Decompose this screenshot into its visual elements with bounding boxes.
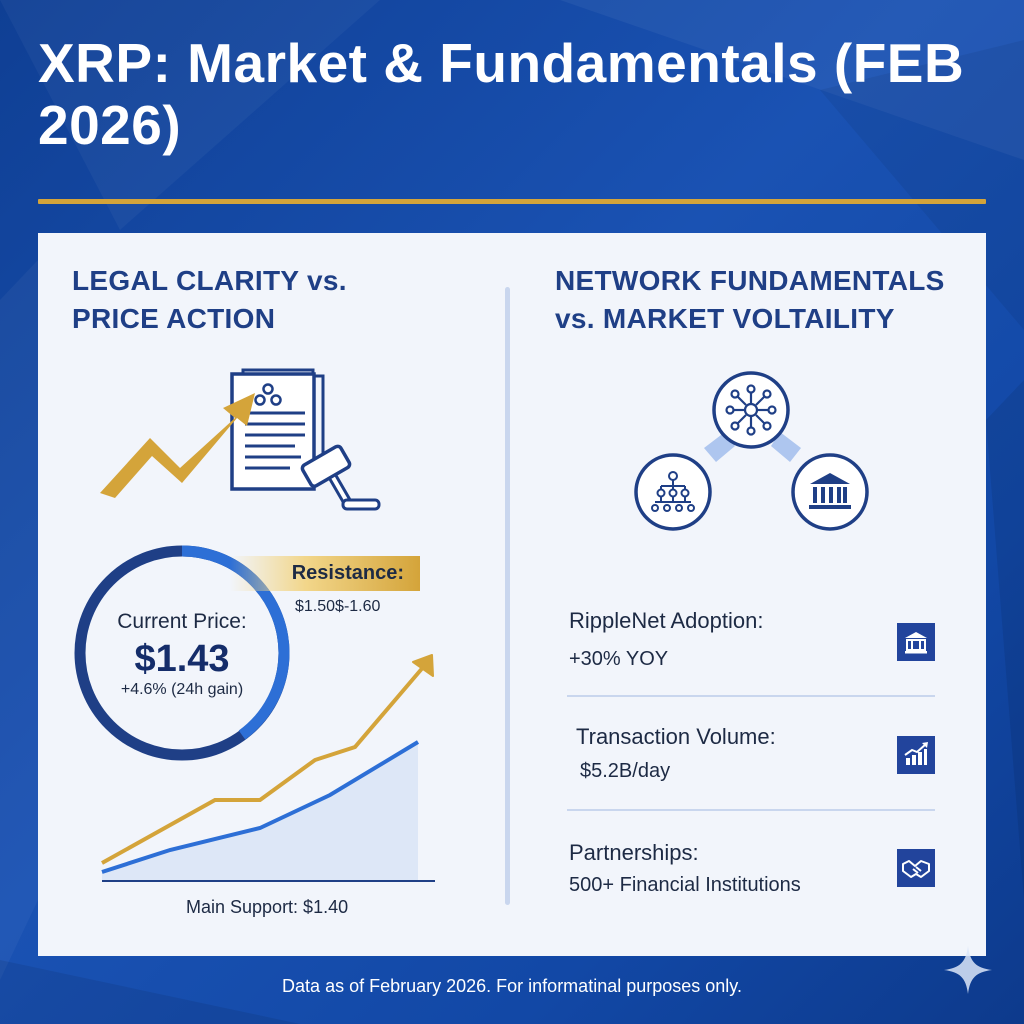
- metric-label-volume: Transaction Volume:: [576, 724, 776, 749]
- price-trend-chart: [101, 654, 435, 882]
- price-trend-line-gold: [101, 663, 427, 865]
- price-trend-line-blue: [101, 740, 420, 874]
- bank-icon: [897, 623, 935, 661]
- metric-divider: [567, 809, 935, 811]
- org-tree-icon: [651, 471, 695, 512]
- sparkle-icon: [944, 946, 992, 994]
- price-change-24h: +4.6% (24h gain): [120, 681, 244, 698]
- page-title: XRP: Market & Fundamentals (FEB 2026): [38, 32, 965, 156]
- metric-value-partnerships: 500+ Financial Institutions: [569, 874, 801, 896]
- current-price-label: Current Price:: [117, 610, 247, 633]
- metric-value-volume: $5.2B/day: [580, 760, 671, 782]
- content-panel: [38, 233, 986, 956]
- network-diagram: [634, 371, 869, 531]
- resistance-label: Resistance:: [291, 562, 404, 584]
- bar-chart-icon: [897, 736, 935, 774]
- up-arrow-icon: [412, 654, 434, 677]
- network-hub-icon: [725, 384, 777, 436]
- legal-document-icon: [100, 368, 381, 511]
- section-divider: [505, 287, 510, 905]
- resistance-banner: Resistance:: [230, 556, 420, 591]
- current-price-value: $1.43: [134, 638, 230, 680]
- metric-divider: [567, 695, 935, 697]
- title-underline: [38, 199, 986, 204]
- left-section-title: LEGAL CLARITY vs. PRICE ACTION: [72, 265, 347, 334]
- metric-label-ripplenet: RippleNet Adoption:: [569, 608, 764, 633]
- metric-label-partnerships: Partnerships:: [569, 840, 699, 865]
- right-section-title: NETWORK FUNDAMENTALS vs. MARKET VOLTAILI…: [555, 265, 945, 334]
- main-support-label: Main Support: $1.40: [186, 897, 349, 917]
- handshake-icon: [897, 849, 935, 887]
- resistance-range: $1.50$-1.60: [295, 598, 381, 615]
- metric-value-ripplenet: +30% YOY: [569, 648, 669, 670]
- bank-building-icon: [809, 473, 851, 509]
- footer-disclaimer: Data as of February 2026. For informatin…: [282, 976, 742, 996]
